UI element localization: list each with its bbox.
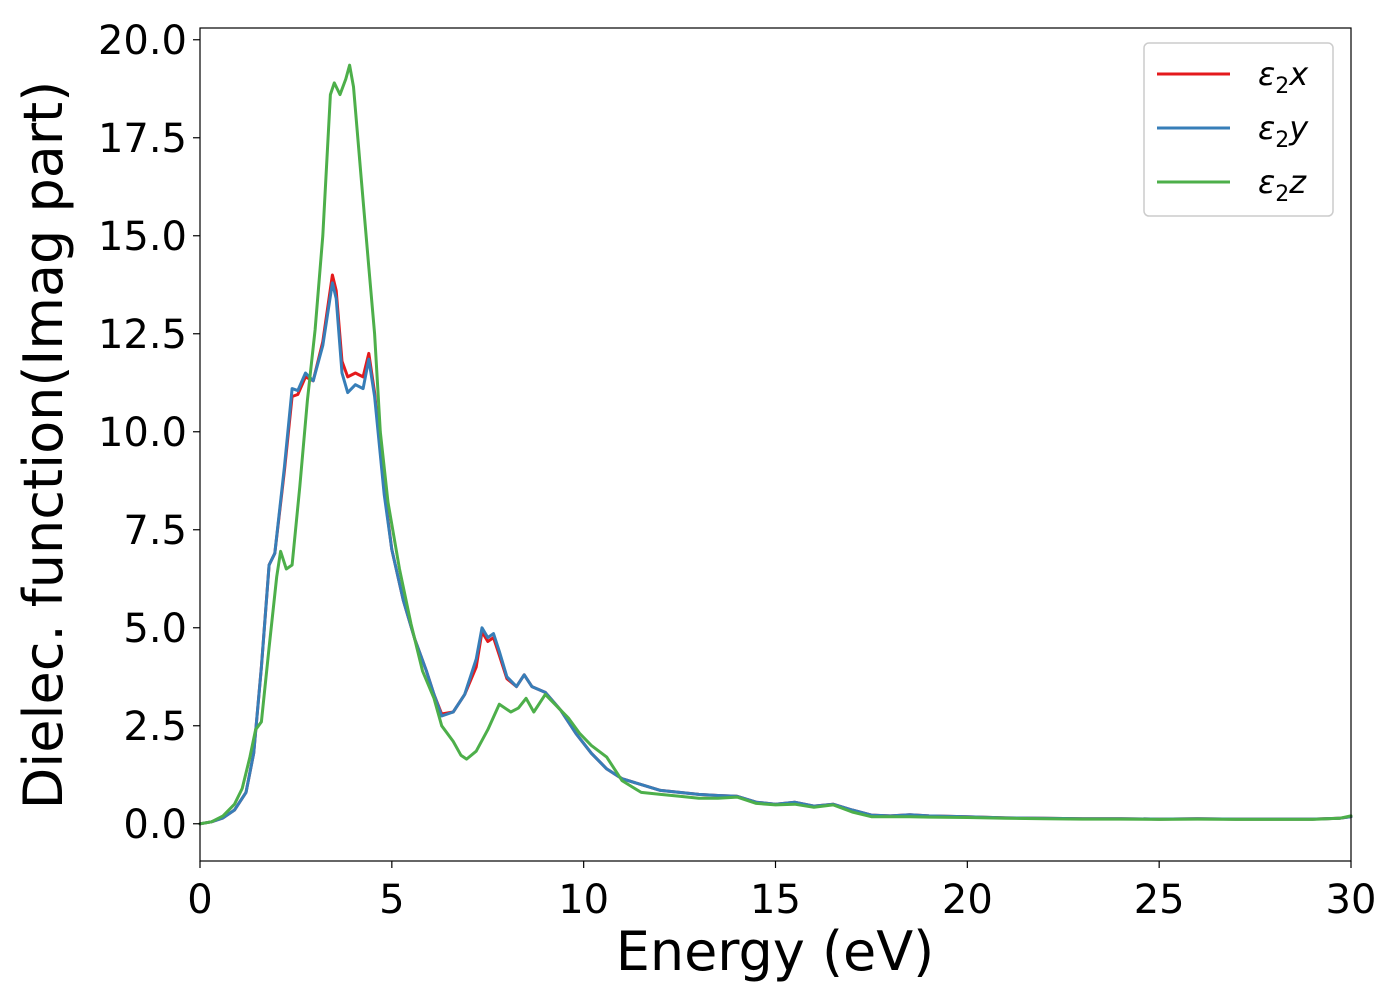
legend-box <box>1143 42 1334 217</box>
series-line-z <box>198 63 1353 826</box>
x-tick-label: 5 <box>379 877 404 923</box>
y-tick-label: 7.5 <box>123 508 187 554</box>
y-tick-label: 15.0 <box>98 214 187 260</box>
x-tick-label: 30 <box>1326 877 1377 923</box>
legend: ε2x ε2y ε2z <box>1143 42 1334 217</box>
legend-label-z: ε2z <box>1258 163 1307 207</box>
x-tick-label: 15 <box>750 877 801 923</box>
series-layer <box>198 63 1353 826</box>
legend-label-x: ε2x <box>1258 55 1309 99</box>
legend-label-y: ε2y <box>1258 109 1309 153</box>
x-axis-title: Energy (eV) <box>616 920 935 983</box>
y-tick-label: 17.5 <box>98 116 187 162</box>
x-tick-label: 20 <box>942 877 993 923</box>
y-tick-label: 5.0 <box>123 606 187 652</box>
x-tick-label: 10 <box>558 877 609 923</box>
x-tick-label: 25 <box>1134 877 1185 923</box>
y-tick-label: 20.0 <box>98 18 187 64</box>
x-tick-label: 0 <box>187 877 212 923</box>
y-tick-label: 10.0 <box>98 410 187 456</box>
y-tick-label: 12.5 <box>98 312 187 358</box>
y-tick-label: 2.5 <box>123 704 187 750</box>
y-axis-title: Dielec. function(Imag part) <box>12 81 75 810</box>
ticks-layer: 0 5 10 15 20 25 30 0.0 2.5 5.0 7.5 10.0 12.5 15.0 17.5… <box>98 18 1377 923</box>
y-tick-label: 0.0 <box>123 802 187 848</box>
